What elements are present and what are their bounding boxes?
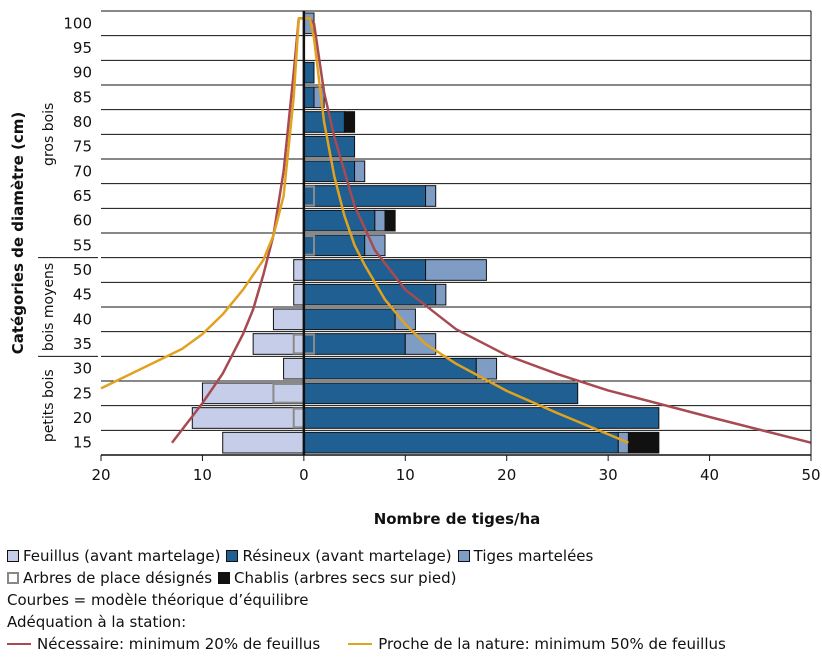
bar-chablis-60 <box>384 209 396 232</box>
x-tick-label: 30 <box>599 466 618 484</box>
bar-resineux-20 <box>303 407 660 429</box>
resineux-swatch-icon <box>226 550 239 562</box>
bar-resineux-15 <box>303 431 619 454</box>
x-axis-title: Nombre de tiges/ha <box>374 510 541 528</box>
y-tick-label: 90 <box>73 64 92 82</box>
arbres-place-swatch-icon <box>7 572 19 584</box>
legend-item-feuillus: Feuillus (avant martelage) <box>7 545 220 567</box>
y-tick-label: 95 <box>73 39 92 57</box>
x-tick-label: 50 <box>801 466 820 484</box>
red-line-icon <box>7 643 31 645</box>
bar-martelees-60 <box>374 209 386 232</box>
y-tick-label: 20 <box>73 409 92 427</box>
legend-note-station: Adéquation à la station: <box>7 613 187 631</box>
legend-item-resineux: Résineux (avant martelage) <box>226 545 452 567</box>
y-tick-label: 100 <box>63 14 92 32</box>
bar-feuillus-40 <box>272 308 305 331</box>
bar-resineux-25 <box>303 382 579 405</box>
bar-resineux-45 <box>303 283 437 306</box>
bar-resineux-85 <box>303 86 315 109</box>
chart: 20 10 0 10 20 30 40 501520253035404550556065707… <box>9 10 821 528</box>
feuillus-swatch-icon <box>7 550 19 562</box>
legend-item-curve-nature: Proche de la nature: minimum 50% de feui… <box>348 633 726 655</box>
axes <box>100 11 812 461</box>
group-label-0: petits bois <box>41 369 57 442</box>
y-tick-label: 60 <box>73 212 92 230</box>
curve-necessaire <box>171 17 812 444</box>
legend: Feuillus (avant martelage) Résineux (ava… <box>7 545 819 655</box>
legend-label-martelees: Tiges martelées <box>473 547 594 565</box>
tick-labels: 20 10 0 10 20 30 40 501520253035404550556065707… <box>63 14 820 484</box>
legend-note-curves: Courbes = modèle théorique d’équilibre <box>7 591 309 609</box>
legend-item-curve-necessaire: Nécessaire: minimum 20% de feuillus <box>7 633 320 655</box>
y-tick-label: 55 <box>73 236 92 254</box>
x-tick-label: 0 <box>299 466 309 484</box>
bar-feuillus-50 <box>293 259 305 281</box>
x-tick-label: 10 <box>193 466 212 484</box>
legend-item-chablis: Chablis (arbres secs sur pied) <box>218 567 456 589</box>
y-tick-label: 30 <box>73 360 92 378</box>
y-tick-label: 35 <box>73 335 92 353</box>
bar-martelees-55 <box>364 234 386 257</box>
bar-feuillus-45 <box>293 283 305 306</box>
y-tick-label: 75 <box>73 138 92 156</box>
x-tick-label: 40 <box>700 466 719 484</box>
legend-row-1: Feuillus (avant martelage) Résineux (ava… <box>7 545 819 567</box>
legend-label-feuillus: Feuillus (avant martelage) <box>23 547 221 565</box>
bar-resineux-90 <box>303 61 315 84</box>
bar-martelees-50 <box>425 259 487 281</box>
bar-feuillus-30 <box>283 357 305 380</box>
bar-feuillus-20 <box>191 407 305 429</box>
group-label-1: bois moyens <box>41 263 57 351</box>
legend-item-martelees: Tiges martelées <box>457 545 594 567</box>
y-tick-label: 65 <box>73 187 92 205</box>
legend-label-curve-necessaire: Nécessaire: minimum 20% de feuillus <box>37 635 321 653</box>
x-tick-label: 10 <box>396 466 415 484</box>
bar-chablis-15 <box>627 431 660 454</box>
bar-martelees-70 <box>354 160 366 183</box>
grid-lines <box>101 10 811 431</box>
bar-martelees-35 <box>404 333 437 355</box>
y-tick-label: 80 <box>73 113 92 131</box>
y-tick-label: 70 <box>73 162 92 180</box>
bar-martelees-65 <box>425 185 437 207</box>
bar-martelees-45 <box>435 283 447 306</box>
curve-nature <box>100 17 629 444</box>
chablis-swatch-icon <box>218 572 231 584</box>
bar-resineux-40 <box>303 308 396 331</box>
y-tick-label: 15 <box>73 434 92 452</box>
bar-martelees-40 <box>394 308 416 331</box>
y-tick-label: 85 <box>73 88 92 106</box>
y-axis-title: Catégories de diamètre (cm) <box>9 112 27 355</box>
orange-line-icon <box>348 643 373 645</box>
y-tick-label: 45 <box>73 286 92 304</box>
group-label-2: gros bois <box>41 103 57 166</box>
bar-chablis-80 <box>343 111 356 133</box>
bar-feuillus-35 <box>252 333 305 355</box>
group-labels: petits bois bois moyens gros bois <box>38 103 98 442</box>
legend-label-chablis: Chablis (arbres secs sur pied) <box>234 569 457 587</box>
legend-label-arbres-place: Arbres de place désignés <box>23 569 213 587</box>
y-tick-label: 25 <box>73 384 92 402</box>
legend-label-curve-nature: Proche de la nature: minimum 50% de feui… <box>378 635 726 653</box>
x-tick-label: 20 <box>497 466 516 484</box>
bar-resineux-65 <box>303 185 427 207</box>
x-tick-label: 20 <box>91 466 110 484</box>
legend-label-resineux: Résineux (avant martelage) <box>242 547 452 565</box>
legend-row-curves: Nécessaire: minimum 20% de feuillus Proc… <box>7 633 819 655</box>
bar-feuillus-25 <box>201 382 305 405</box>
y-tick-label: 50 <box>73 261 92 279</box>
martelees-swatch-icon <box>457 550 470 562</box>
bar-resineux-35 <box>303 333 406 355</box>
y-tick-label: 40 <box>73 310 92 328</box>
curves <box>100 17 812 444</box>
legend-item-arbres-place: Arbres de place désignés <box>7 567 212 589</box>
bar-feuillus-15 <box>222 431 305 454</box>
legend-row-2: Arbres de place désignés Chablis (arbres… <box>7 567 819 589</box>
